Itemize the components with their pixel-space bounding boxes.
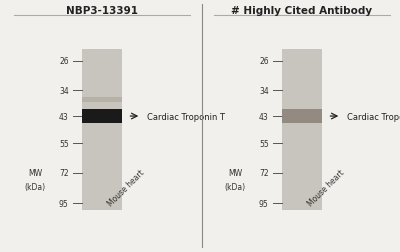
Text: 26: 26 <box>59 57 69 66</box>
Text: NBP3-13391: NBP3-13391 <box>66 6 138 16</box>
Text: 72: 72 <box>59 169 69 177</box>
Text: 72: 72 <box>259 169 269 177</box>
Text: Mouse heart: Mouse heart <box>306 168 346 208</box>
Text: 34: 34 <box>59 86 69 95</box>
Text: MW: MW <box>28 169 42 177</box>
Text: 95: 95 <box>59 199 69 208</box>
Text: (kDa): (kDa) <box>225 182 246 191</box>
Text: MW: MW <box>228 169 242 177</box>
FancyBboxPatch shape <box>82 97 122 103</box>
Text: Mouse heart: Mouse heart <box>106 168 146 208</box>
FancyBboxPatch shape <box>82 110 122 123</box>
FancyBboxPatch shape <box>82 49 122 211</box>
Text: 34: 34 <box>259 86 269 95</box>
Text: Cardiac Troponin T: Cardiac Troponin T <box>147 112 225 121</box>
Text: 55: 55 <box>59 139 69 148</box>
Text: (kDa): (kDa) <box>25 182 46 191</box>
Text: # Highly Cited Antibody: # Highly Cited Antibody <box>232 6 372 16</box>
Text: 95: 95 <box>259 199 269 208</box>
Text: 43: 43 <box>259 112 269 121</box>
Text: 43: 43 <box>59 112 69 121</box>
Text: 26: 26 <box>259 57 269 66</box>
FancyBboxPatch shape <box>282 49 322 211</box>
Text: 55: 55 <box>259 139 269 148</box>
Text: Cardiac Troponin T: Cardiac Troponin T <box>347 112 400 121</box>
FancyBboxPatch shape <box>282 110 322 123</box>
